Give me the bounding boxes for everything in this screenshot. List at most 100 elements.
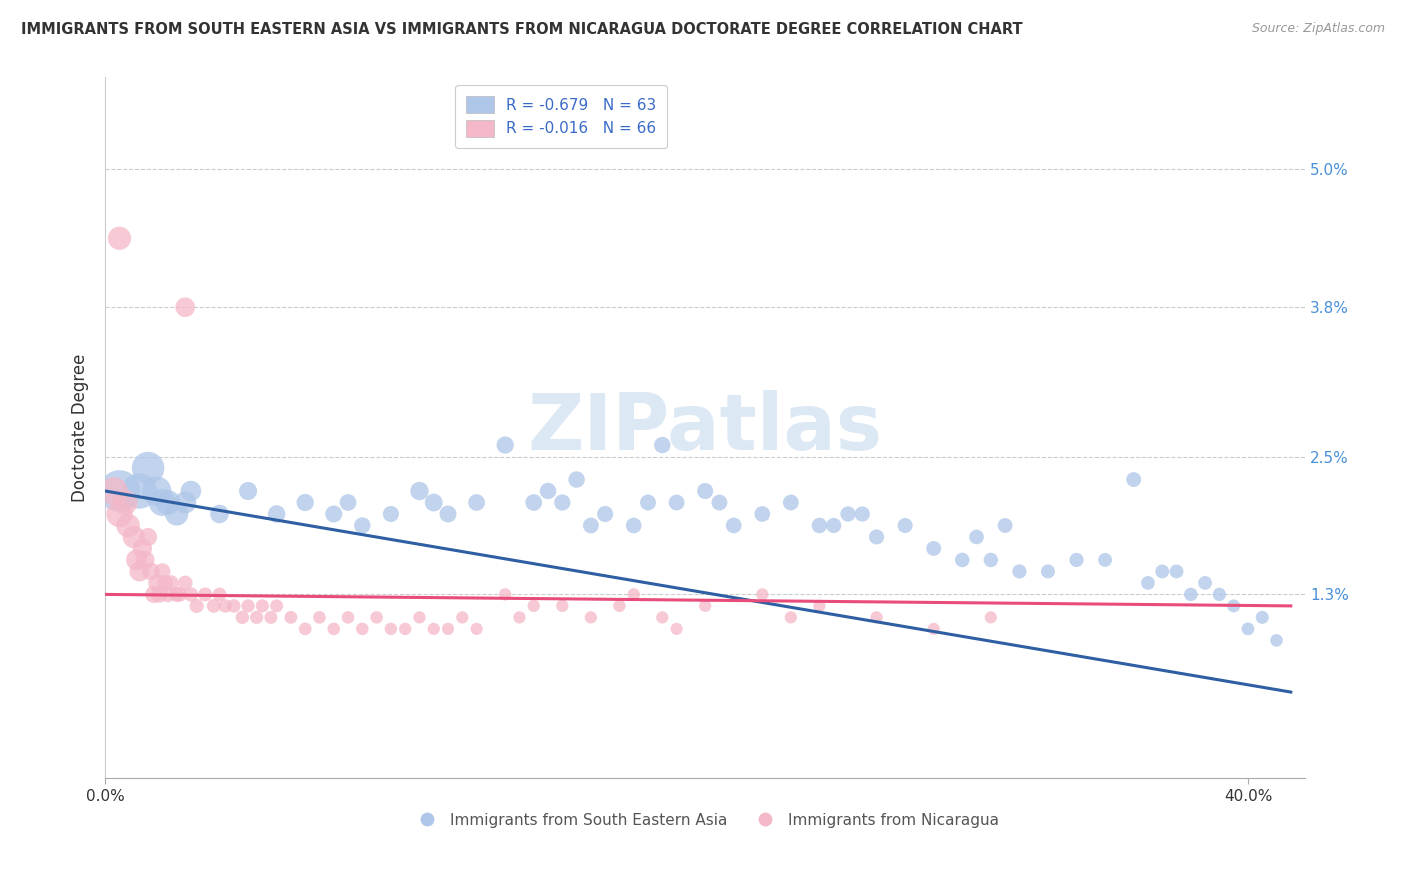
Point [437,622,460,636]
Legend: Immigrants from South Eastern Asia, Immigrants from Nicaragua: Immigrants from South Eastern Asia, Immi… [405,806,1005,834]
Point [125,553,148,567]
Point [422,495,444,509]
Point [523,495,546,509]
Point [751,587,773,601]
Point [260,610,283,624]
Point [108,231,131,245]
Point [380,507,402,521]
Point [723,518,745,533]
Point [623,587,645,601]
Point [508,610,530,624]
Point [150,495,173,509]
Point [322,507,344,521]
Point [408,483,430,498]
Point [1152,565,1174,579]
Point [266,507,288,521]
Point [779,495,801,509]
Point [208,507,231,521]
Point [823,518,845,533]
Point [136,461,159,475]
Point [695,483,717,498]
Point [148,587,170,601]
Point [157,587,180,601]
Point [208,587,231,601]
Point [565,473,588,487]
Point [465,622,488,636]
Point [169,587,191,601]
Point [1008,565,1031,579]
Point [157,495,180,509]
Point [180,483,202,498]
Point [551,599,574,613]
Point [134,553,156,567]
Point [1122,473,1144,487]
Point [145,576,167,591]
Point [337,495,360,509]
Point [1237,622,1260,636]
Point [695,599,717,613]
Point [966,530,988,544]
Point [236,599,259,613]
Point [709,495,731,509]
Point [280,610,302,624]
Point [122,530,145,544]
Point [1036,565,1059,579]
Point [352,518,374,533]
Text: ZIPatlas: ZIPatlas [527,390,883,466]
Point [922,622,945,636]
Point [751,507,773,521]
Point [394,622,416,636]
Point [145,483,167,498]
Point [494,438,516,452]
Point [108,507,131,521]
Point [1136,576,1159,591]
Point [142,587,165,601]
Point [922,541,945,556]
Point [1066,553,1088,567]
Point [1166,565,1188,579]
Point [1208,587,1230,601]
Point [139,565,162,579]
Point [294,622,316,636]
Point [950,553,973,567]
Point [136,530,159,544]
Point [236,483,259,498]
Point [1265,633,1288,648]
Text: Source: ZipAtlas.com: Source: ZipAtlas.com [1251,22,1385,36]
Point [103,483,125,498]
Point [593,507,616,521]
Point [422,622,444,636]
Point [1194,576,1216,591]
Point [380,622,402,636]
Point [174,495,197,509]
Point [779,610,801,624]
Point [231,610,253,624]
Point [117,518,139,533]
Point [537,483,560,498]
Point [222,599,245,613]
Point [451,610,474,624]
Point [865,530,887,544]
Point [128,565,150,579]
Point [579,610,602,624]
Point [180,587,202,601]
Point [551,495,574,509]
Point [408,610,430,624]
Point [980,610,1002,624]
Point [851,507,873,521]
Point [623,518,645,533]
Point [465,495,488,509]
Point [665,622,688,636]
Point [252,599,274,613]
Point [1180,587,1202,601]
Point [837,507,859,521]
Point [609,599,631,613]
Text: IMMIGRANTS FROM SOUTH EASTERN ASIA VS IMMIGRANTS FROM NICARAGUA DOCTORATE DEGREE: IMMIGRANTS FROM SOUTH EASTERN ASIA VS IM… [21,22,1022,37]
Point [894,518,917,533]
Point [160,576,183,591]
Point [366,610,388,624]
Point [202,599,225,613]
Point [337,610,360,624]
Point [174,300,197,314]
Point [352,622,374,636]
